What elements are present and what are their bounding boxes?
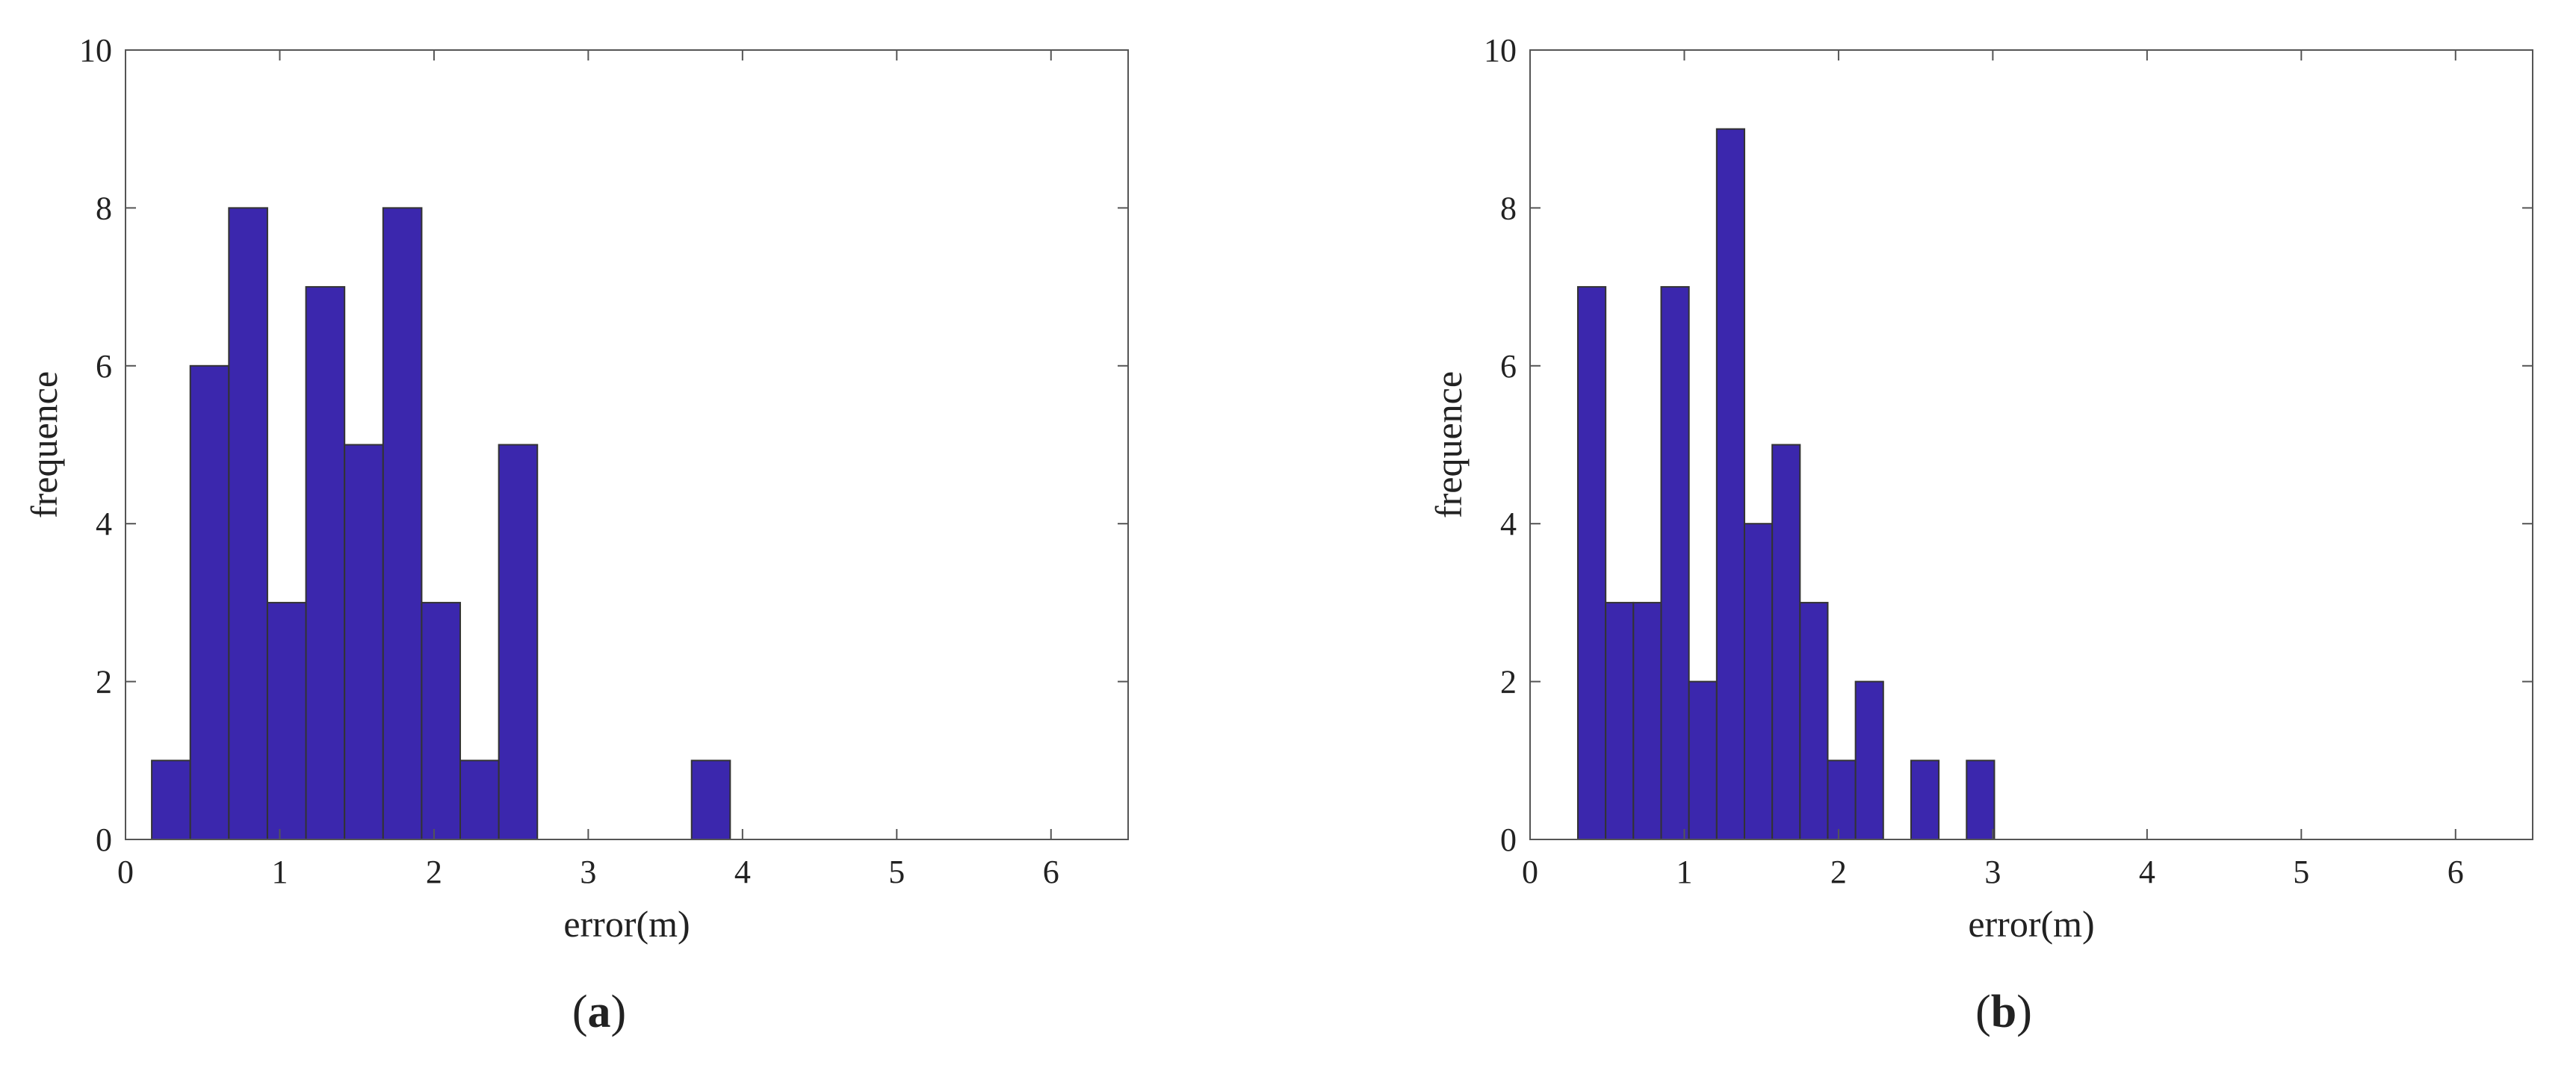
y-tick-label: 6 [96,348,112,385]
y-axis-label: frequence [23,371,65,518]
y-tick-label: 4 [96,506,112,542]
x-tick-label: 1 [271,854,288,890]
histogram-bar [1688,680,1718,840]
x-tick-label: 0 [117,854,134,890]
histogram-bar [1827,760,1857,840]
y-tick-label: 8 [1500,190,1517,226]
histogram-bar [1660,286,1690,841]
histogram-bar [1799,601,1829,841]
x-tick-label: 5 [2293,854,2309,890]
histogram-bar [1910,760,1940,840]
chart-panel-b: 0 1 2 3 4 5 6 0 2 4 6 8 10 error(m) frequence (b) [1428,32,2533,1037]
histogram-bar [1854,680,1884,840]
y-tick-label: 10 [1484,32,1517,69]
histogram-bar [382,207,423,840]
histogram-bars [1577,128,1996,841]
histogram-bar [459,760,500,840]
y-tick-label: 2 [1500,664,1517,701]
y-tick-label: 4 [1500,506,1517,542]
x-tick-label: 6 [1043,854,1059,890]
y-axis-label: frequence [1428,371,1470,518]
histogram-bar [1632,601,1662,841]
histogram-bar [1605,601,1635,841]
histogram-bar [266,601,307,841]
plot-frame [1529,49,2533,840]
y-tick-label: 10 [79,32,112,69]
histogram-bar [228,207,268,840]
histogram-bar [151,760,191,840]
histogram-bar [1577,286,1607,841]
x-tick-label: 3 [580,854,596,890]
x-tick-label: 1 [1676,854,1692,890]
histogram-bar [305,286,346,841]
histogram-bar [344,444,384,840]
y-tick-label: 8 [96,190,112,226]
y-tick-label: 2 [96,664,112,701]
histogram-bar [1715,128,1745,840]
histogram-bar [1743,523,1774,840]
y-tick-label: 0 [1500,822,1517,858]
histogram-bar [1966,760,1996,840]
histogram-bar [498,444,539,840]
x-tick-label: 4 [734,854,751,890]
x-tick-label: 3 [1984,854,2001,890]
histogram-bar [421,601,462,841]
y-tick-label: 0 [96,822,112,858]
x-axis-label: error(m) [1968,903,2094,945]
x-tick-label: 5 [888,854,905,890]
histogram-bar [189,364,230,840]
x-tick-label: 2 [1830,854,1847,890]
plot-frame [125,49,1129,840]
x-axis-label: error(m) [563,903,690,945]
x-tick-label: 4 [2139,854,2155,890]
y-tick-label: 6 [1500,348,1517,385]
histogram-bar [690,760,731,840]
panel-caption: (a) [572,987,626,1037]
histogram-bars [151,207,731,841]
x-tick-label: 6 [2447,854,2464,890]
x-tick-label: 2 [426,854,442,890]
x-tick-label: 0 [1522,854,1538,890]
histogram-bar [1771,444,1801,840]
panel-caption: (b) [1975,987,2032,1037]
chart-panel-a: 0 1 2 3 4 5 6 0 2 4 6 8 10 error(m) frequence (a) [23,32,1129,1037]
